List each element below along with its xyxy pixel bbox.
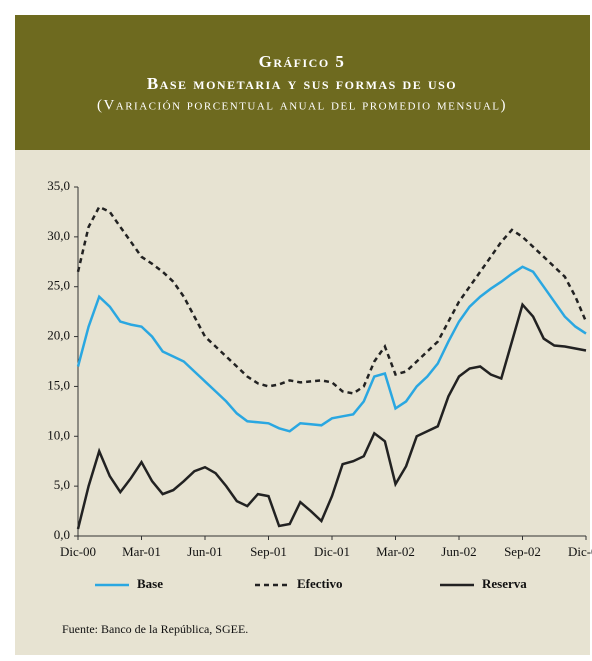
x-tick-label: Jun-02 xyxy=(441,544,476,559)
x-tick-label: Dic-00 xyxy=(60,544,96,559)
source: Fuente: Banco de la República, SGEE. xyxy=(62,622,248,636)
y-tick-label: 35,0 xyxy=(47,178,70,193)
chart-label: Gráfico 5 xyxy=(259,52,346,71)
legend-label: Efectivo xyxy=(297,576,342,591)
x-tick-label: Jun-01 xyxy=(187,544,222,559)
legend-label: Reserva xyxy=(482,576,527,591)
y-tick-label: 25,0 xyxy=(47,278,70,293)
chart-title: Base monetaria y sus formas de uso xyxy=(147,74,457,93)
x-tick-label: Sep-01 xyxy=(250,544,287,559)
x-tick-label: Dic-02 xyxy=(568,544,592,559)
chart-subtitle: (Variación porcentual anual del promedio… xyxy=(97,97,507,113)
x-tick-label: Sep-02 xyxy=(504,544,541,559)
y-tick-label: 10,0 xyxy=(47,427,70,442)
header xyxy=(15,15,590,150)
y-tick-label: 15,0 xyxy=(47,377,70,392)
x-tick-label: Mar-02 xyxy=(376,544,415,559)
series-line xyxy=(76,302,587,530)
y-tick-label: 0,0 xyxy=(54,527,70,542)
series-line xyxy=(76,265,587,433)
legend-label: Base xyxy=(137,576,163,591)
y-tick-label: 30,0 xyxy=(47,228,70,243)
x-tick-label: Mar-01 xyxy=(122,544,161,559)
x-tick-label: Dic-01 xyxy=(314,544,350,559)
y-tick-label: 20,0 xyxy=(47,328,70,343)
y-tick-label: 5,0 xyxy=(54,477,70,492)
